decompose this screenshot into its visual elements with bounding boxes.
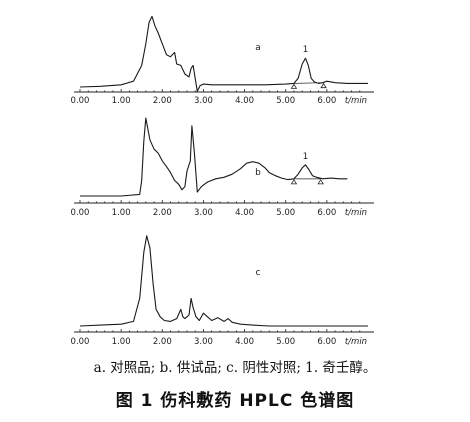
integration-marker-a-0 xyxy=(290,83,298,89)
x-unit-label-c: t/min xyxy=(345,337,367,347)
figure-caption: 图 1 伤科敷药 HPLC 色谱图 xyxy=(115,391,355,411)
integration-marker-b-0 xyxy=(290,179,298,185)
x-tick-label-a-3: 3.00 xyxy=(194,96,213,106)
x-tick-label-c-2: 2.00 xyxy=(153,337,172,347)
x-tick-label-b-0: 0.00 xyxy=(71,208,90,218)
x-unit-label-a: t/min xyxy=(345,96,367,106)
chromatogram-trace-a xyxy=(79,15,368,92)
x-tick-label-a-0: 0.00 xyxy=(71,96,90,106)
x-tick-label-c-1: 1.00 xyxy=(112,337,131,347)
x-tick-label-a-6: 6.00 xyxy=(317,96,336,106)
x-tick-label-c-4: 4.00 xyxy=(235,337,254,347)
integration-baseline-a xyxy=(293,82,324,84)
x-tick-label-b-5: 5.00 xyxy=(276,208,295,218)
x-tick-label-c-5: 5.00 xyxy=(276,337,295,347)
x-tick-label-a-2: 2.00 xyxy=(153,96,172,106)
x-tick-label-b-1: 1.00 xyxy=(112,208,131,218)
x-tick-label-c-3: 3.00 xyxy=(194,337,213,347)
panel-label-b: b xyxy=(255,168,261,178)
x-tick-label-b-2: 2.00 xyxy=(153,208,172,218)
x-tick-label-c-6: 6.00 xyxy=(317,337,336,347)
x-tick-label-a-5: 5.00 xyxy=(276,96,295,106)
chromatogram-trace-c xyxy=(79,235,368,327)
chromatogram-svg: 0.00 1.00 2.00 3.00 4.00 5.00 6.00 t/min a 1 0.00 1… xyxy=(71,15,374,347)
integration-marker-a-1 xyxy=(320,82,327,89)
x-tick-label-b-6: 6.00 xyxy=(317,208,336,218)
x-tick-label-a-4: 4.00 xyxy=(235,96,254,106)
chromatogram-figure: 0.00 1.00 2.00 3.00 4.00 5.00 6.00 t/min a 1 0.00 1… xyxy=(71,15,374,347)
figure-legend: a. 对照品; b. 供试品; c. 阴性对照; 1. 奇壬醇。 xyxy=(93,360,377,376)
peak-label-a-0: 1 xyxy=(303,45,309,55)
panel-label-a: a xyxy=(255,43,261,53)
integration-marker-b-1 xyxy=(317,179,324,185)
panel-label-c: c xyxy=(256,268,261,278)
peak-label-b-0: 1 xyxy=(303,152,309,162)
x-tick-label-a-1: 1.00 xyxy=(112,96,131,106)
x-tick-label-b-4: 4.00 xyxy=(235,208,254,218)
chromatogram-trace-b xyxy=(80,117,348,197)
x-tick-label-c-0: 0.00 xyxy=(71,337,90,347)
x-unit-label-b: t/min xyxy=(345,208,367,218)
x-tick-label-b-3: 3.00 xyxy=(194,208,213,218)
